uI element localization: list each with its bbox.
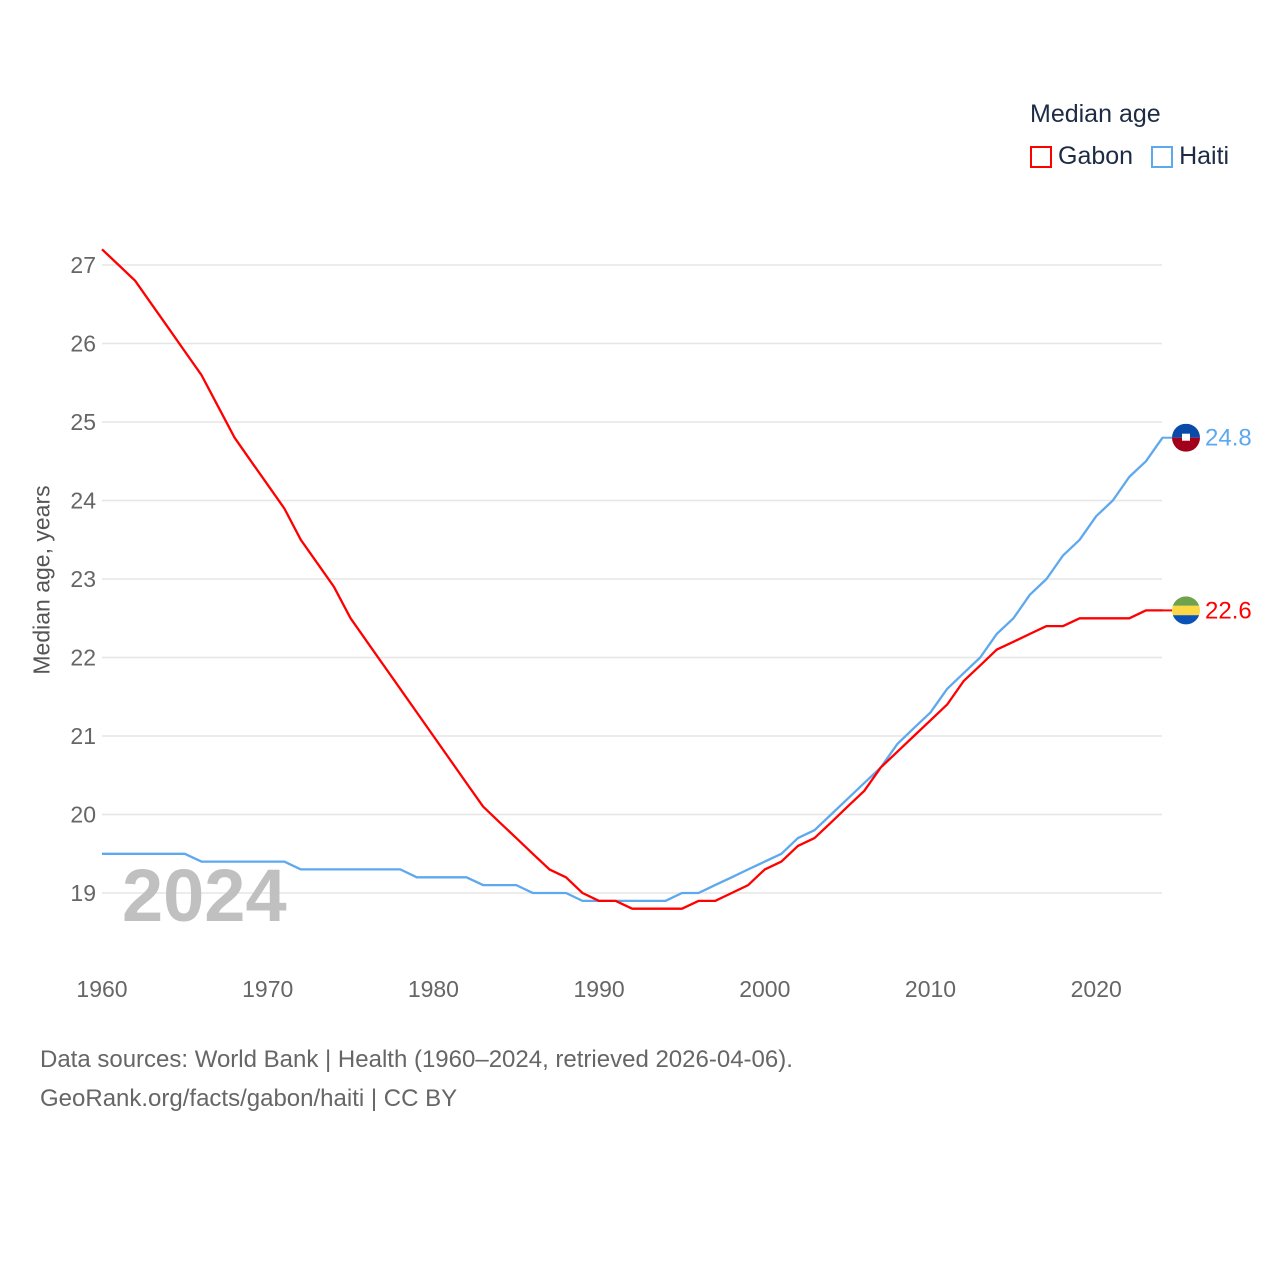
y-tick-label: 23	[70, 566, 96, 592]
x-tick-label: 2020	[1071, 976, 1122, 1002]
haiti-flag-icon	[1172, 423, 1200, 452]
x-tick-label: 1980	[408, 976, 459, 1002]
legend-item-haiti[interactable]: Haiti	[1151, 142, 1229, 171]
y-tick-label: 21	[70, 723, 96, 749]
y-axis-label: Median age, years	[28, 485, 55, 675]
series-line-gabon	[101, 248, 1163, 910]
footer-sources: Data sources: World Bank | Health (1960–…	[40, 1046, 793, 1073]
gabon-flag-icon	[1172, 596, 1200, 625]
x-tick-label: 1960	[76, 976, 127, 1002]
footer-attribution[interactable]: GeoRank.org/facts/gabon/haiti | CC BY	[40, 1085, 458, 1112]
legend-swatch-gabon	[1030, 145, 1052, 168]
series-line-haiti	[102, 437, 1164, 903]
legend-label-gabon: Gabon	[1058, 142, 1134, 170]
end-label-haiti: 24.8	[1205, 425, 1252, 452]
y-tick-label: 22	[70, 645, 96, 671]
legend-swatch-haiti	[1151, 145, 1174, 168]
x-tick-label: 2000	[739, 976, 790, 1002]
x-tick-label: 1990	[574, 976, 625, 1002]
y-tick-label: 24	[70, 488, 96, 514]
end-label-gabon: 22.6	[1205, 597, 1252, 624]
y-tick-label: 19	[70, 880, 96, 906]
y-tick-label: 26	[70, 331, 96, 357]
x-tick-label: 2010	[905, 976, 956, 1002]
x-tick-label: 1970	[242, 976, 293, 1002]
legend: Gabon Haiti	[1030, 142, 1229, 171]
y-tick-label: 25	[70, 409, 96, 435]
year-watermark: 2024	[122, 854, 287, 937]
legend-label-haiti: Haiti	[1179, 142, 1230, 170]
legend-item-gabon[interactable]: Gabon	[1030, 142, 1133, 171]
legend-title: Median age	[1030, 100, 1161, 128]
y-tick-label: 27	[70, 252, 96, 278]
y-tick-label: 20	[70, 802, 96, 828]
